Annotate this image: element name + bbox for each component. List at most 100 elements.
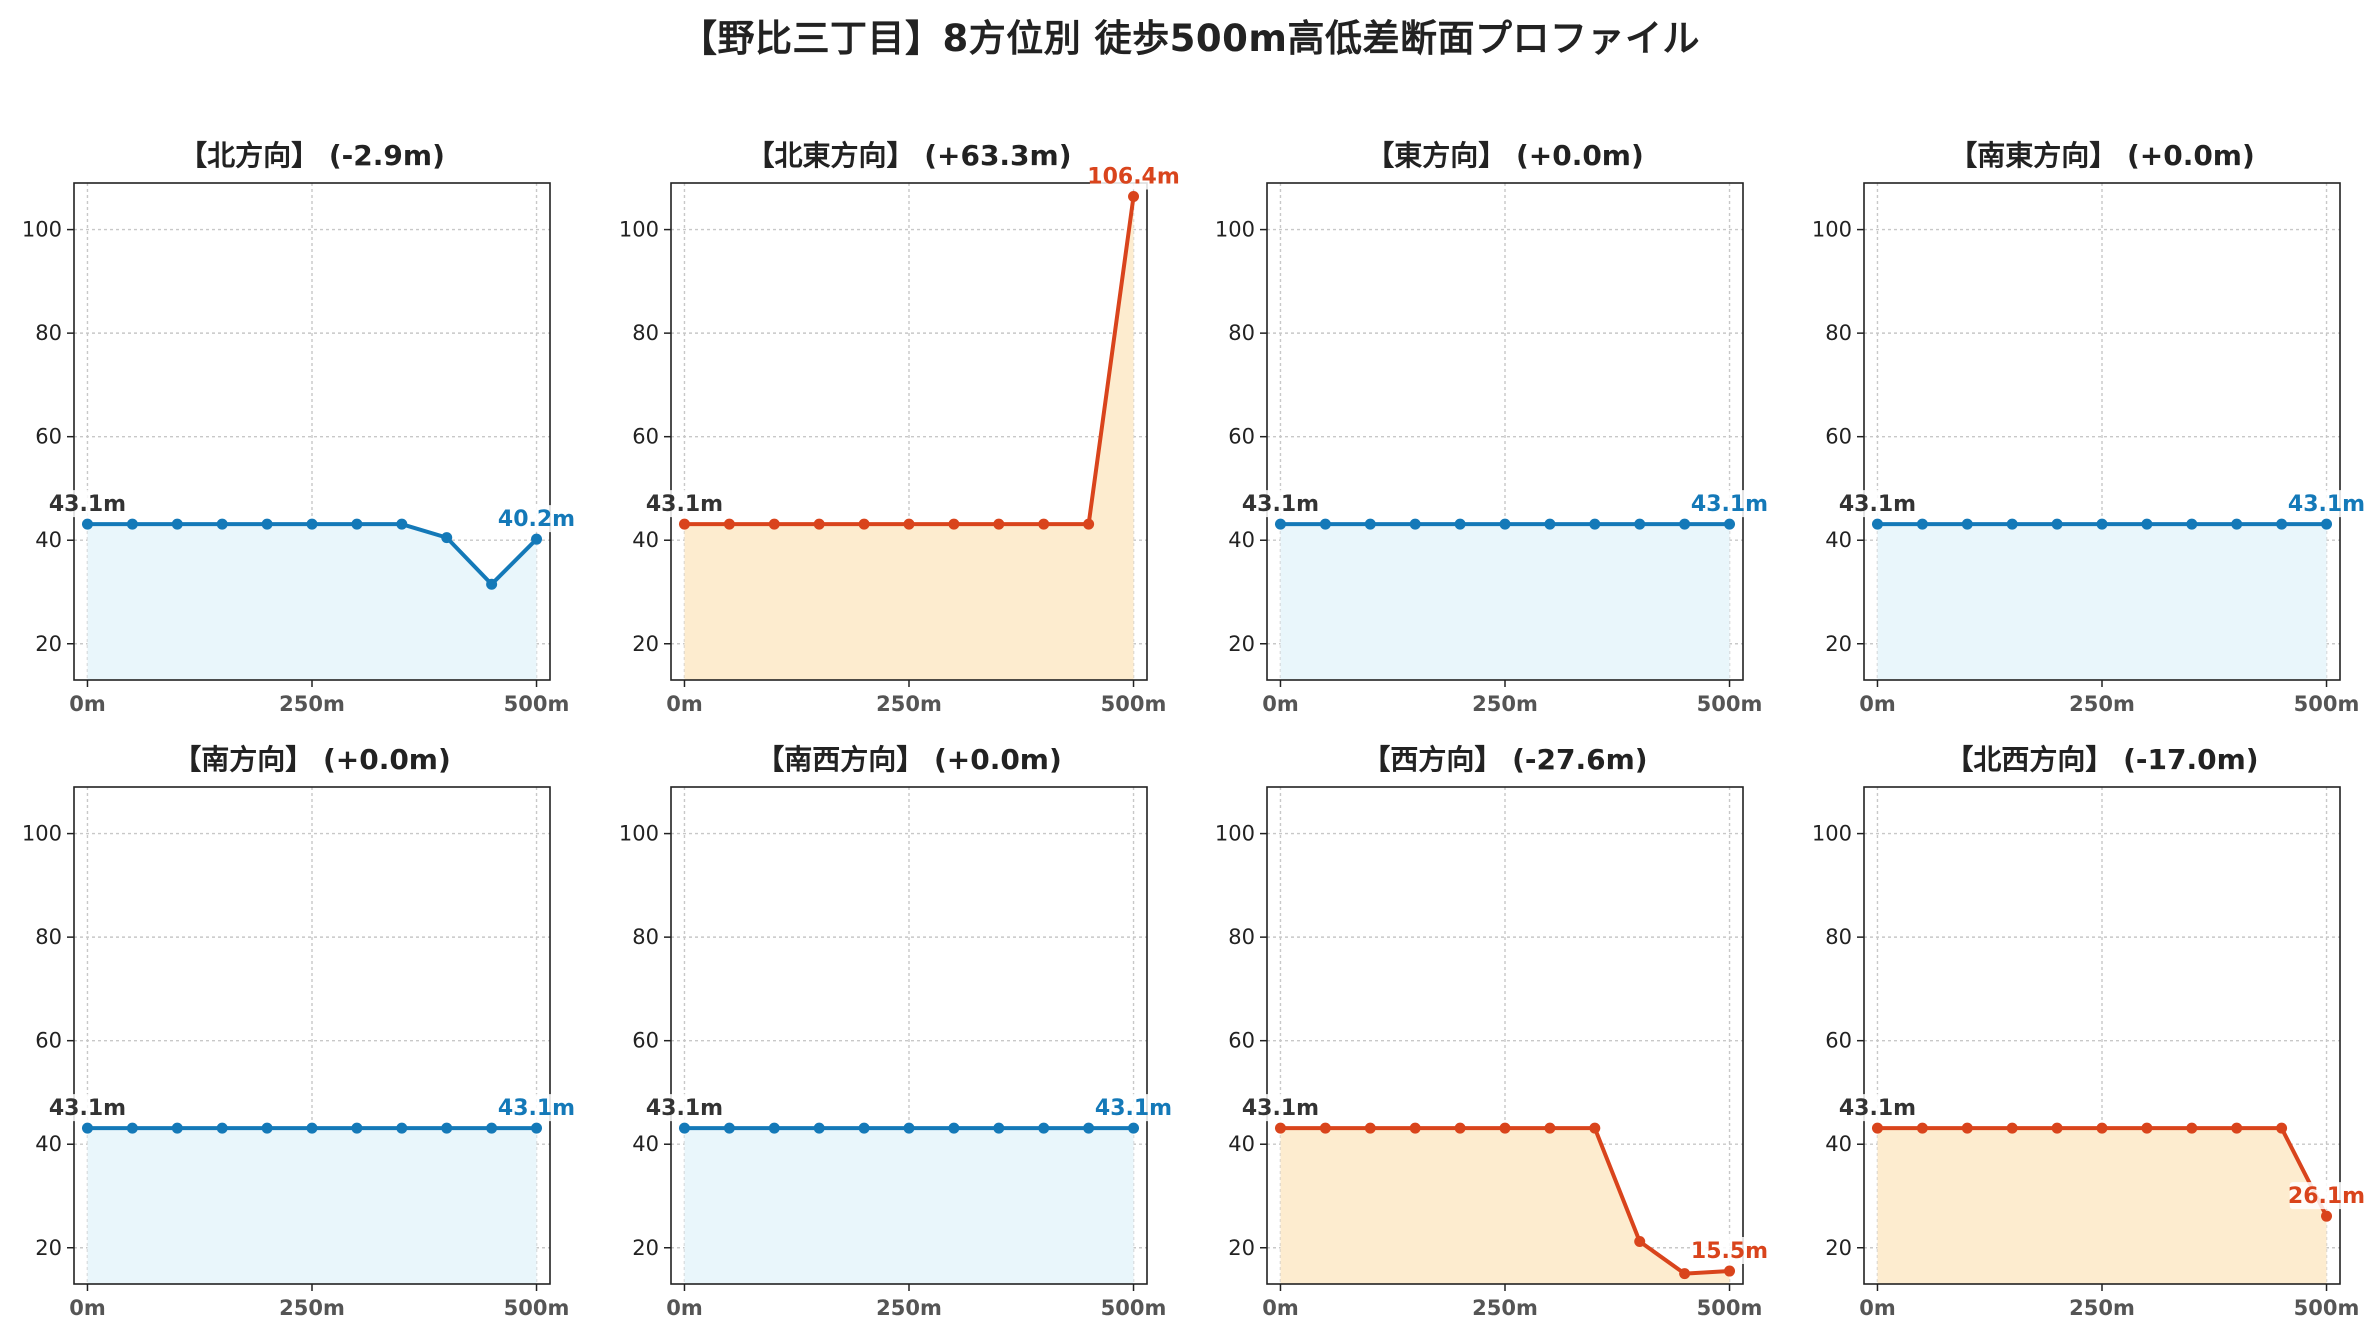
x-tick-label: 0m xyxy=(1262,1296,1299,1320)
start-value-label: 43.1m xyxy=(646,492,723,517)
start-value-label: 43.1m xyxy=(646,1096,723,1121)
data-point xyxy=(1409,1122,1421,1134)
data-point xyxy=(1499,518,1511,530)
data-point xyxy=(351,518,363,530)
area-fill xyxy=(1280,1128,1730,1284)
data-point xyxy=(1364,518,1376,530)
data-point xyxy=(216,1122,228,1134)
data-point xyxy=(2096,518,2108,530)
data-point xyxy=(2006,518,2018,530)
data-point xyxy=(948,518,960,530)
data-point xyxy=(2276,1122,2288,1134)
x-tick-label: 250m xyxy=(279,1296,345,1320)
y-tick-label: 60 xyxy=(632,1029,659,1053)
end-value-label-bg xyxy=(1090,162,1178,190)
y-tick-label: 20 xyxy=(1825,632,1852,656)
data-point xyxy=(1083,1122,1095,1134)
data-point xyxy=(1128,190,1140,202)
end-value-label: 26.1m xyxy=(2288,1184,2365,1209)
x-tick-label: 0m xyxy=(1262,692,1299,716)
chart-panel-5: 【南方向】 (+0.0m) 20 40 60 80 100 0m 250m 500m 43.1m 4… xyxy=(22,743,575,1320)
data-point xyxy=(216,518,228,530)
data-point xyxy=(1724,1265,1736,1277)
x-tick-label: 500m xyxy=(2294,692,2360,716)
start-value-label-bg xyxy=(1243,1094,1318,1122)
y-tick-label: 40 xyxy=(1825,528,1852,552)
y-tick-label: 60 xyxy=(1228,425,1255,449)
end-value-label-bg xyxy=(1692,1237,1767,1265)
chart-panel-7: 【西方向】 (-27.6m) 20 40 60 80 100 0m 250m 500m 43.1m… xyxy=(1215,743,1768,1320)
data-point xyxy=(813,1122,825,1134)
data-point xyxy=(1274,1122,1286,1134)
x-tick-label: 0m xyxy=(666,1296,703,1320)
data-point xyxy=(1038,1122,1050,1134)
chart-panel-3: 【東方向】 (+0.0m) 20 40 60 80 100 0m 250m 500m 43.1m 4… xyxy=(1215,139,1768,716)
y-tick-label: 20 xyxy=(1228,632,1255,656)
data-point xyxy=(171,518,183,530)
y-tick-label: 100 xyxy=(1812,218,1852,242)
data-point xyxy=(2321,1210,2333,1222)
chart-panel-4: 【南東方向】 (+0.0m) 20 40 60 80 100 0m 250m 500m 43.1m… xyxy=(1812,139,2365,716)
data-point xyxy=(1589,1122,1601,1134)
start-value-label-bg xyxy=(647,1094,722,1122)
data-point xyxy=(1961,1122,1973,1134)
y-tick-label: 60 xyxy=(1825,1029,1852,1053)
y-tick-label: 100 xyxy=(22,822,62,846)
data-point xyxy=(768,518,780,530)
x-tick-label: 500m xyxy=(1101,692,1167,716)
data-point xyxy=(948,1122,960,1134)
data-point xyxy=(1871,1122,1883,1134)
data-point xyxy=(1916,518,1928,530)
x-tick-label: 250m xyxy=(279,692,345,716)
start-value-label: 43.1m xyxy=(49,492,126,517)
end-value-label: 43.1m xyxy=(1691,492,1768,517)
x-tick-label: 0m xyxy=(1859,1296,1896,1320)
data-point xyxy=(1871,518,1883,530)
data-point xyxy=(531,533,543,545)
x-tick-label: 250m xyxy=(876,692,942,716)
data-point xyxy=(126,518,138,530)
x-tick-label: 500m xyxy=(1697,1296,1763,1320)
y-tick-label: 60 xyxy=(35,1029,62,1053)
data-point xyxy=(486,578,498,590)
x-tick-label: 0m xyxy=(666,692,703,716)
area-fill xyxy=(1280,524,1730,680)
y-tick-label: 60 xyxy=(632,425,659,449)
data-point xyxy=(261,518,273,530)
figure-title: 【野比三丁目】8方位別 徒歩500m高低差断面プロファイル xyxy=(680,17,1700,60)
start-value-label-bg xyxy=(1840,1094,1915,1122)
data-point xyxy=(2231,1122,2243,1134)
data-point xyxy=(858,1122,870,1134)
data-point xyxy=(2141,518,2153,530)
y-tick-label: 40 xyxy=(1228,528,1255,552)
data-point xyxy=(2186,1122,2198,1134)
y-tick-label: 100 xyxy=(1812,822,1852,846)
data-point xyxy=(1083,518,1095,530)
x-tick-label: 250m xyxy=(2069,692,2135,716)
data-point xyxy=(441,532,453,544)
data-point xyxy=(678,1122,690,1134)
y-tick-label: 80 xyxy=(632,925,659,949)
data-point xyxy=(1274,518,1286,530)
data-point xyxy=(1454,518,1466,530)
data-point xyxy=(81,518,93,530)
data-point xyxy=(396,518,408,530)
area-fill xyxy=(1877,1128,2327,1284)
y-tick-label: 80 xyxy=(632,321,659,345)
start-value-label-bg xyxy=(50,1094,125,1122)
end-value-label-bg xyxy=(499,505,574,533)
start-value-label: 43.1m xyxy=(1242,1096,1319,1121)
y-tick-label: 100 xyxy=(619,822,659,846)
y-tick-label: 40 xyxy=(1825,1132,1852,1156)
panel-title: 【南方向】 (+0.0m) xyxy=(173,743,451,776)
y-tick-label: 20 xyxy=(1228,1236,1255,1260)
data-point xyxy=(1544,1122,1556,1134)
data-point xyxy=(2186,518,2198,530)
data-point xyxy=(2276,518,2288,530)
panel-title: 【南東方向】 (+0.0m) xyxy=(1949,139,2255,172)
x-tick-label: 0m xyxy=(1859,692,1896,716)
data-point xyxy=(2051,518,2063,530)
chart-panel-1: 【北方向】 (-2.9m) 20 40 60 80 100 0m 250m 500m 43.1m 4… xyxy=(22,139,575,716)
data-point xyxy=(81,1122,93,1134)
